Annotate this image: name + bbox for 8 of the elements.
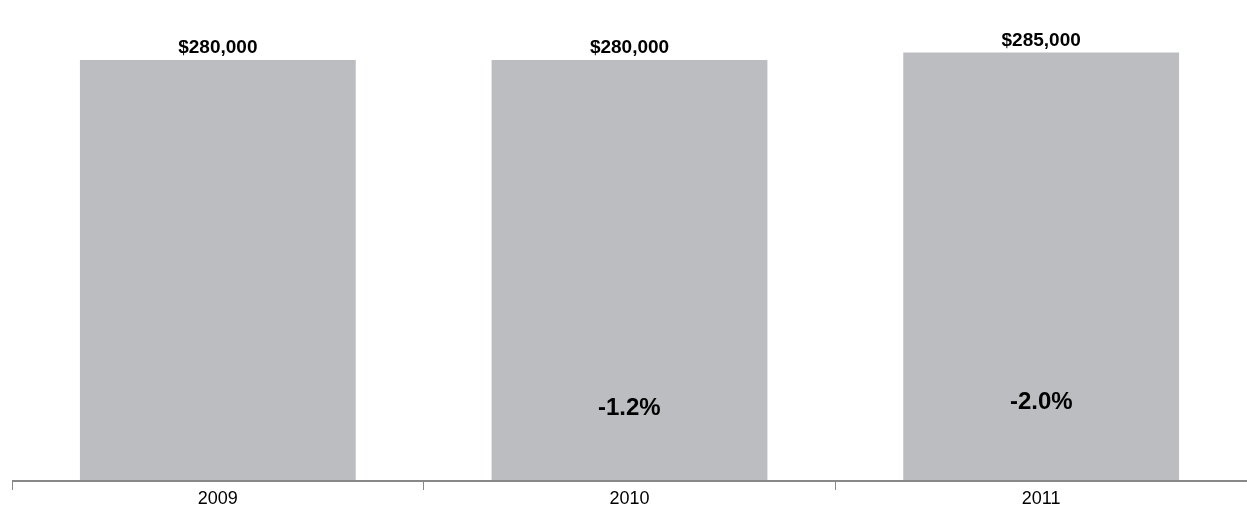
x-tick-label: 2011 [1021,487,1061,508]
data-label: $280,000 [178,36,258,57]
x-tick-label: 2010 [609,487,650,508]
annotation: -1.2% [598,393,661,420]
data-label: $280,000 [589,36,670,57]
data-label: $285,000 [1001,28,1081,50]
annotation: -2.0% [1010,387,1073,414]
x-tick-label: 2009 [197,487,238,508]
